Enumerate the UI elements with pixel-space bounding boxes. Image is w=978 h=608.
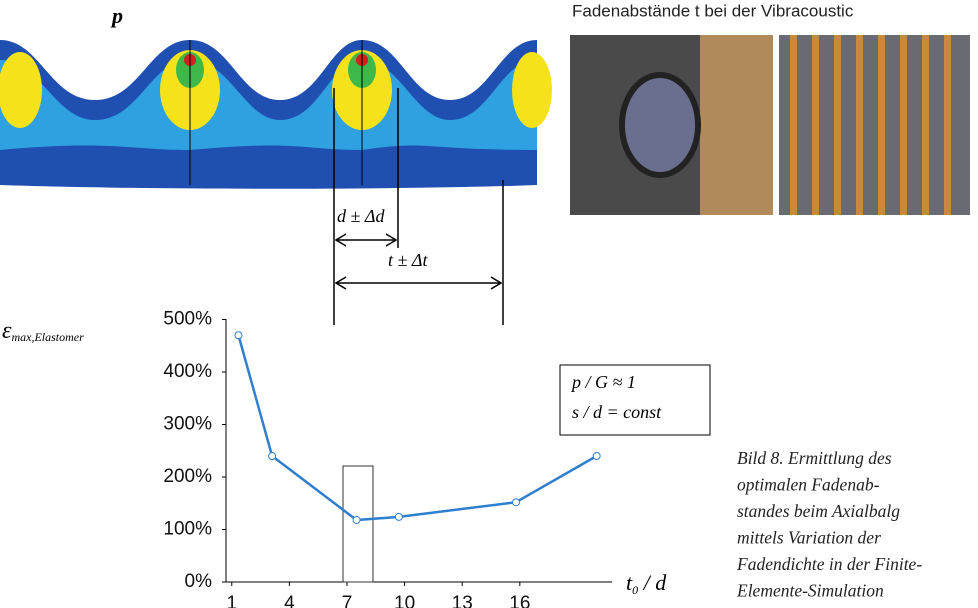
x-tick-label: 13 [452,593,473,608]
caption-line: Elemente-Simulation [736,581,884,601]
caption-line: Fadendichte in der Finite- [736,554,922,574]
y-tick-label: 500% [163,309,212,330]
figure: p d ± Δd t ± Δt Fadenabstände t bei der … [0,0,978,608]
dim-label: d ± Δd [337,206,385,226]
x-axis-label: t0 / d [626,570,667,597]
y-axis-label: εmax,Elastomer [2,318,84,344]
y-tick-label: 0% [185,571,213,592]
fe-simulation [0,40,552,189]
y-tick-label: 300% [163,414,212,435]
data-point [395,513,402,520]
photos [570,35,970,215]
data-point [593,453,600,460]
data-point [512,499,519,506]
data-line [238,335,596,520]
x-tick-label: 10 [394,593,415,608]
caption: Bild 8. Ermittlung des optimalen Fadenab-… [736,448,922,601]
page: {"figure": { "pressure_label": "p", "pho… [0,0,978,608]
annotation: p / G ≈ 1 [570,372,636,392]
photo-title: Fadenabstände t bei der Vibracoustic [572,1,854,20]
annotation: s / d = const [572,402,662,422]
caption-line: optimalen Fadenab- [737,475,880,495]
data-point [235,332,242,339]
dim-label: t ± Δt [388,250,428,270]
y-tick-label: 200% [163,466,212,487]
data-point [269,453,276,460]
pressure-label: p [110,3,123,28]
x-tick-label: 1 [226,593,237,608]
data-point [353,517,360,524]
highlight-box [343,466,373,582]
caption-line: mittels Variation der [737,528,881,548]
x-tick-label: 7 [342,593,353,608]
y-tick-label: 100% [163,519,212,540]
caption-line: standes beim Axialbalg [737,501,900,521]
x-tick-label: 4 [284,593,295,608]
caption-line: Bild 8. Ermittlung des [737,448,892,468]
x-tick-label: 16 [509,593,530,608]
y-tick-label: 400% [163,361,212,382]
